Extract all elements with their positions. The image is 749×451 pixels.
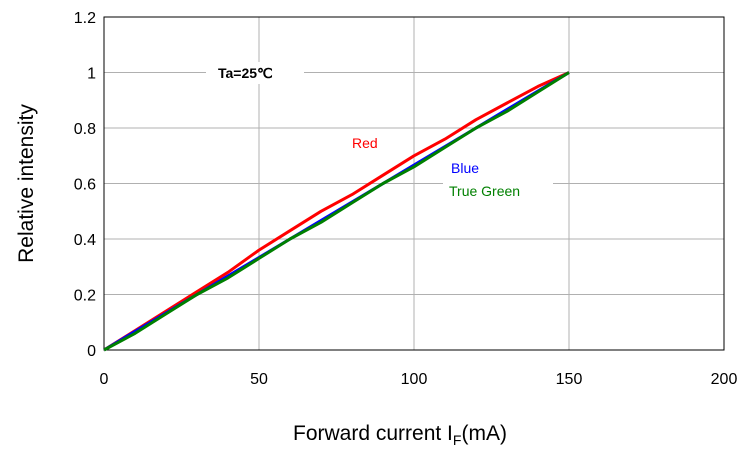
series-label-red: Red <box>352 135 378 151</box>
x-tick-label: 150 <box>556 371 583 388</box>
series-lines <box>104 73 569 351</box>
y-tick-label: 0.8 <box>74 121 96 138</box>
x-axis-title: Forward current IF(mA) <box>293 422 507 448</box>
x-axis-title-main: Forward current I <box>293 422 453 445</box>
series-annotations: Red Blue True Green <box>352 135 553 200</box>
x-tick-label: 50 <box>250 371 268 388</box>
condition-label: Ta=25℃ <box>218 65 273 81</box>
y-tick-label: 0.4 <box>74 232 96 249</box>
y-tick-label: 0.2 <box>74 288 96 305</box>
grid-lines <box>104 17 724 350</box>
x-axis-title-unit: (mA) <box>461 422 507 445</box>
series-label-true-green: True Green <box>449 183 520 199</box>
y-axis-title: Relative intensity <box>15 104 38 263</box>
condition-label-group: Ta=25℃ <box>206 62 304 84</box>
series-label-blue: Blue <box>451 160 479 176</box>
y-tick-label: 0.6 <box>74 177 96 194</box>
y-tick-label: 1.2 <box>74 10 96 27</box>
x-tick-label: 200 <box>711 371 738 388</box>
x-tick-label: 100 <box>401 371 428 388</box>
y-tick-label: 1 <box>87 66 96 83</box>
y-tick-labels: 0 0.2 0.4 0.6 0.8 1 1.2 <box>74 10 96 360</box>
series-line-true-green <box>104 73 569 351</box>
x-tick-labels: 0 50 100 150 200 <box>100 371 738 388</box>
y-tick-label: 0 <box>87 343 96 360</box>
x-axis-title-subscript: F <box>453 432 462 448</box>
x-tick-label: 0 <box>100 371 109 388</box>
